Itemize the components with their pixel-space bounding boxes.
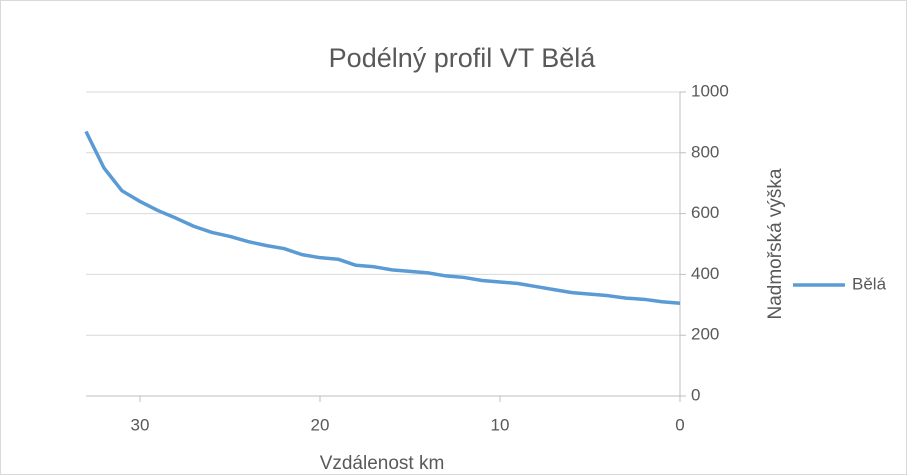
legend-label: Bělá — [852, 274, 887, 293]
y-tick-label: 1000 — [691, 81, 729, 100]
y-axis-title: Nadmořská výška — [765, 168, 786, 319]
y-tick-label: 200 — [691, 325, 719, 344]
x-tick-label: 30 — [131, 415, 150, 434]
y-tick-label: 400 — [691, 264, 719, 283]
y-tick-label: 600 — [691, 203, 719, 222]
y-tick-label: 800 — [691, 142, 719, 161]
y-tick-label: 0 — [691, 385, 700, 404]
x-tick-label: 0 — [675, 415, 684, 434]
chart-title: Podélný profil VT Bělá — [329, 43, 597, 73]
x-tick-label: 20 — [311, 415, 330, 434]
x-axis-title: Vzdálenost km — [320, 453, 445, 474]
x-tick-label: 10 — [491, 415, 510, 434]
line-series — [84, 130, 681, 306]
